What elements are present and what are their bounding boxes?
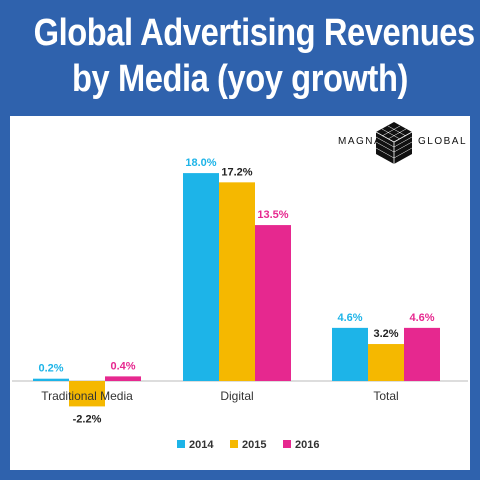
legend-swatch-2014 bbox=[177, 440, 185, 448]
bar-2014-0 bbox=[33, 378, 69, 381]
legend-label-2016: 2016 bbox=[295, 439, 319, 451]
bar-2014-1 bbox=[183, 173, 219, 381]
data-label-2015-0: -2.2% bbox=[73, 413, 102, 425]
page-title-line-2: by Media (yoy growth) bbox=[72, 58, 408, 100]
page-title-line-1: Global Advertising Revenues bbox=[33, 12, 476, 54]
logo-text-global: GLOBAL bbox=[418, 136, 468, 147]
bar-2015-2 bbox=[368, 344, 404, 381]
bar-2016-2 bbox=[404, 327, 440, 381]
bar-2016-0 bbox=[105, 376, 141, 381]
magna-global-logo: MAGNA GLOBAL bbox=[330, 118, 466, 168]
data-label-2015-2: 3.2% bbox=[373, 328, 398, 340]
data-label-2016-2: 4.6% bbox=[409, 312, 434, 324]
logo-text-magna: MAGNA bbox=[338, 136, 383, 147]
legend-swatch-2016 bbox=[283, 440, 291, 448]
data-label-2015-1: 17.2% bbox=[221, 166, 252, 178]
category-label-1: Digital bbox=[220, 389, 253, 403]
legend-swatch-2015 bbox=[230, 440, 238, 448]
header: Global Advertising Revenues by Media (yo… bbox=[0, 0, 480, 116]
data-label-2014-2: 4.6% bbox=[337, 312, 362, 324]
category-label-2: Total bbox=[373, 389, 398, 403]
cube-icon bbox=[375, 122, 413, 164]
category-label-0: Traditional Media bbox=[41, 389, 133, 403]
data-label-2016-0: 0.4% bbox=[110, 360, 135, 372]
bar-2015-1 bbox=[219, 182, 255, 381]
bar-2016-1 bbox=[255, 225, 291, 381]
data-label-2016-1: 13.5% bbox=[257, 209, 288, 221]
bar-2015-0 bbox=[69, 381, 105, 407]
data-label-2014-0: 0.2% bbox=[38, 363, 63, 375]
data-label-2014-1: 18.0% bbox=[185, 157, 216, 169]
bar-2014-2 bbox=[332, 327, 368, 381]
legend-label-2015: 2015 bbox=[242, 439, 266, 451]
legend-label-2014: 2014 bbox=[189, 439, 214, 451]
